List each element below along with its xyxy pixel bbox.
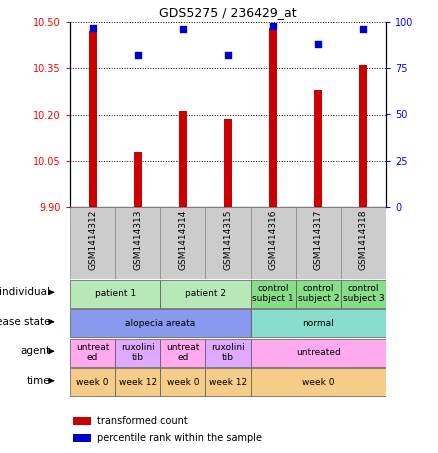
Title: GDS5275 / 236429_at: GDS5275 / 236429_at <box>159 6 297 19</box>
Text: individual: individual <box>0 287 50 297</box>
Bar <box>224 119 232 207</box>
Text: control
subject 3: control subject 3 <box>343 284 384 304</box>
Text: GSM1414318: GSM1414318 <box>359 209 368 270</box>
Bar <box>251 280 296 308</box>
Bar <box>70 309 251 337</box>
Bar <box>251 339 386 366</box>
Bar <box>296 280 341 308</box>
Point <box>315 41 322 48</box>
Bar <box>160 207 205 279</box>
Bar <box>341 207 386 279</box>
Text: week 0: week 0 <box>166 378 199 387</box>
Bar <box>160 339 205 366</box>
Text: transformed count: transformed count <box>97 415 187 425</box>
Point <box>179 26 186 33</box>
Bar <box>296 207 341 279</box>
Bar <box>70 368 115 396</box>
Text: control
subject 2: control subject 2 <box>297 284 339 304</box>
Bar <box>73 434 91 442</box>
Text: GSM1414317: GSM1414317 <box>314 209 323 270</box>
Bar <box>359 65 367 207</box>
Bar <box>115 207 160 279</box>
Bar <box>88 31 97 207</box>
Bar <box>70 207 115 279</box>
Text: ruxolini
tib: ruxolini tib <box>211 343 245 362</box>
Text: percentile rank within the sample: percentile rank within the sample <box>97 433 262 443</box>
Bar <box>134 151 142 207</box>
Bar <box>160 368 205 396</box>
Bar <box>160 280 251 308</box>
Text: patient 2: patient 2 <box>185 289 226 298</box>
Bar <box>179 111 187 207</box>
Bar <box>70 280 160 308</box>
Bar <box>269 28 277 207</box>
Bar <box>115 339 160 366</box>
Bar <box>251 207 296 279</box>
Bar <box>205 368 251 396</box>
Text: GSM1414316: GSM1414316 <box>268 209 278 270</box>
Text: control
subject 1: control subject 1 <box>252 284 294 304</box>
Text: agent: agent <box>20 346 50 356</box>
Text: week 0: week 0 <box>76 378 109 387</box>
Text: patient 1: patient 1 <box>95 289 136 298</box>
Bar <box>341 280 386 308</box>
Bar <box>205 207 251 279</box>
Text: GSM1414314: GSM1414314 <box>178 209 187 270</box>
Text: week 0: week 0 <box>302 378 335 387</box>
Point <box>360 26 367 33</box>
Text: GSM1414313: GSM1414313 <box>133 209 142 270</box>
Text: GSM1414315: GSM1414315 <box>223 209 233 270</box>
Text: alopecia areata: alopecia areata <box>125 319 195 328</box>
Text: GSM1414312: GSM1414312 <box>88 209 97 270</box>
Text: week 12: week 12 <box>119 378 157 387</box>
Point <box>134 52 141 59</box>
Point <box>89 24 96 31</box>
Text: normal: normal <box>302 319 334 328</box>
Point <box>225 52 232 59</box>
Text: untreated: untreated <box>296 348 341 357</box>
Text: ruxolini
tib: ruxolini tib <box>121 343 155 362</box>
Text: week 12: week 12 <box>209 378 247 387</box>
Point <box>270 22 277 29</box>
Bar <box>115 368 160 396</box>
Text: untreat
ed: untreat ed <box>76 343 109 362</box>
Text: untreat
ed: untreat ed <box>166 343 200 362</box>
Bar <box>314 90 322 207</box>
Text: disease state: disease state <box>0 317 50 327</box>
Bar <box>73 417 91 424</box>
Bar <box>70 339 115 366</box>
Bar <box>251 368 386 396</box>
Text: time: time <box>27 376 50 386</box>
Bar <box>205 339 251 366</box>
Bar <box>251 309 386 337</box>
